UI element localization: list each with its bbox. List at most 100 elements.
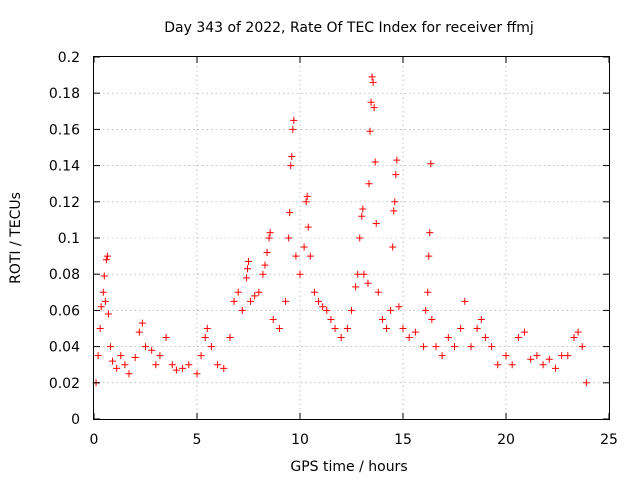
data-point [372, 220, 380, 228]
x-tick-label: 0 [90, 432, 99, 448]
data-point [292, 252, 300, 260]
data-point [285, 234, 293, 242]
data-point [356, 234, 364, 242]
data-point [269, 315, 277, 323]
data-point [214, 361, 222, 369]
x-tick-label: 5 [193, 432, 202, 448]
data-point [558, 352, 566, 360]
data-point [352, 283, 360, 291]
x-axis-ticks: 0 5 10 15 20 25 [90, 57, 618, 448]
data-point [348, 306, 355, 314]
data-point [323, 306, 331, 314]
data-point [319, 303, 327, 311]
data-point [371, 158, 379, 166]
data-point [354, 270, 362, 278]
data-point [261, 261, 269, 269]
data-point [106, 343, 114, 351]
data-point [428, 315, 436, 323]
data-point [97, 303, 105, 311]
data-point [290, 116, 298, 124]
y-tick-label: 0.08 [49, 267, 80, 283]
plot-frame [93, 56, 610, 420]
data-point [315, 297, 323, 305]
data-point [287, 162, 295, 170]
data-point [242, 274, 250, 282]
data-point [365, 180, 373, 188]
data-point [564, 352, 572, 360]
y-tick-label: 0 [71, 412, 80, 428]
data-point [399, 325, 407, 332]
data-point [234, 288, 242, 296]
data-point [96, 325, 104, 332]
data-point [367, 98, 375, 106]
data-point [390, 207, 398, 215]
data-point [142, 343, 149, 351]
data-point [100, 272, 108, 280]
data-point [207, 343, 215, 351]
data-point [286, 209, 294, 217]
data-point [461, 297, 469, 305]
data-point [422, 306, 430, 314]
data-point [393, 156, 401, 164]
x-axis-label: GPS time / hours [290, 459, 407, 475]
data-point [366, 127, 374, 135]
y-axis-ticks: 0 0.02 0.04 0.06 0.08 0.1 0.12 0.14 0.16 0.18 0.2 [49, 50, 609, 428]
data-point [102, 256, 110, 264]
data-point [477, 315, 485, 323]
data-point [265, 234, 273, 242]
data-point [521, 328, 529, 336]
data-point [104, 310, 112, 318]
data-point [238, 306, 246, 314]
data-point [275, 325, 283, 332]
data-point [101, 297, 109, 305]
data-point [152, 361, 160, 369]
data-point [245, 258, 252, 266]
data-point [304, 223, 312, 231]
data-point [203, 325, 211, 332]
data-point [392, 171, 400, 179]
data-point [156, 352, 164, 360]
data-point [300, 243, 308, 251]
data-point [220, 364, 228, 372]
data-point [125, 370, 133, 378]
data-point [374, 288, 382, 296]
data-point [201, 334, 209, 342]
data-point [364, 279, 372, 287]
data-point [94, 352, 102, 360]
data-point [117, 352, 125, 360]
data-point [481, 334, 489, 342]
data-point [570, 334, 578, 342]
x-tick-label: 15 [394, 432, 412, 448]
data-point [360, 270, 368, 278]
data-point [230, 297, 238, 305]
data-point [508, 361, 516, 369]
data-point [551, 364, 559, 372]
data-point [148, 346, 156, 354]
y-tick-label: 0.18 [49, 86, 80, 102]
data-point [310, 288, 318, 296]
data-point [533, 352, 541, 360]
data-point [369, 78, 377, 86]
data-point [296, 270, 304, 278]
data-point [306, 252, 314, 260]
data-point [303, 192, 311, 200]
y-tick-label: 0.02 [49, 376, 80, 392]
data-point [331, 325, 339, 332]
y-tick-label: 0.1 [58, 231, 80, 247]
data-point [99, 288, 107, 296]
data-point [457, 325, 465, 332]
data-point [488, 343, 496, 351]
data-point [539, 361, 547, 369]
data-point [302, 198, 310, 206]
data-point [359, 205, 367, 213]
data-point [426, 229, 434, 237]
data-point [172, 366, 180, 374]
data-point [251, 292, 259, 300]
data-point [343, 325, 351, 332]
data-points [92, 73, 590, 387]
data-point [368, 73, 376, 81]
data-point [243, 265, 251, 273]
data-point [467, 343, 475, 351]
data-point [411, 328, 419, 336]
